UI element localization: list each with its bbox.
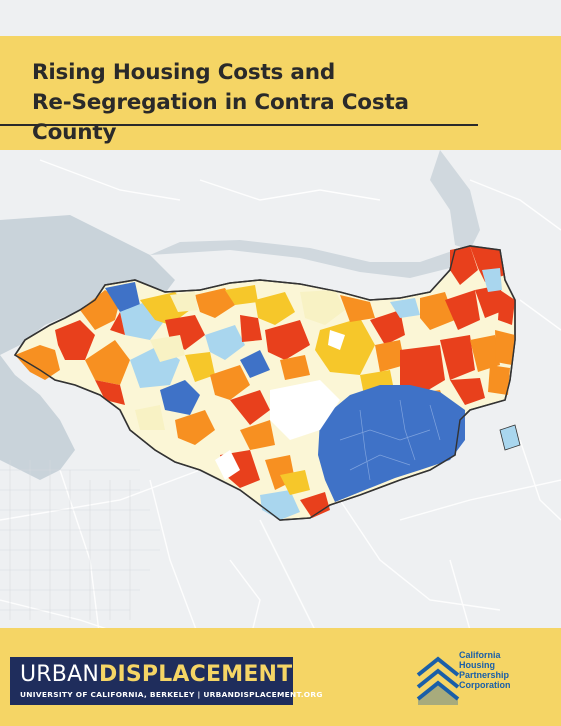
chpc-line-3: Partnership	[459, 670, 510, 680]
title-line-2: Re-Segregation in Contra Costa County	[32, 90, 409, 145]
title-underline	[0, 124, 478, 126]
logo-displacement: DISPLACEMENT	[99, 662, 293, 687]
chpc-logo-icon	[416, 656, 460, 705]
chpc-line-1: California	[459, 650, 501, 660]
chpc-logo-text: California Housing Partnership Corporati…	[459, 650, 529, 690]
logo-wordmark: URBANDISPLACEMENT	[20, 662, 292, 688]
page-title: Rising Housing Costs and Re-Segregation …	[32, 58, 492, 148]
title-band	[0, 36, 561, 150]
title-line-1: Rising Housing Costs and	[32, 60, 336, 85]
chpc-line-4: Corporation	[459, 680, 511, 690]
chpc-line-2: Housing	[459, 660, 495, 670]
urban-displacement-logo: URBANDISPLACEMENT UNIVERSITY OF CALIFORN…	[10, 657, 322, 705]
logo-urban: URBAN	[20, 662, 99, 687]
logo-subtitle: UNIVERSITY OF CALIFORNIA, BERKELEY | URB…	[20, 690, 323, 699]
